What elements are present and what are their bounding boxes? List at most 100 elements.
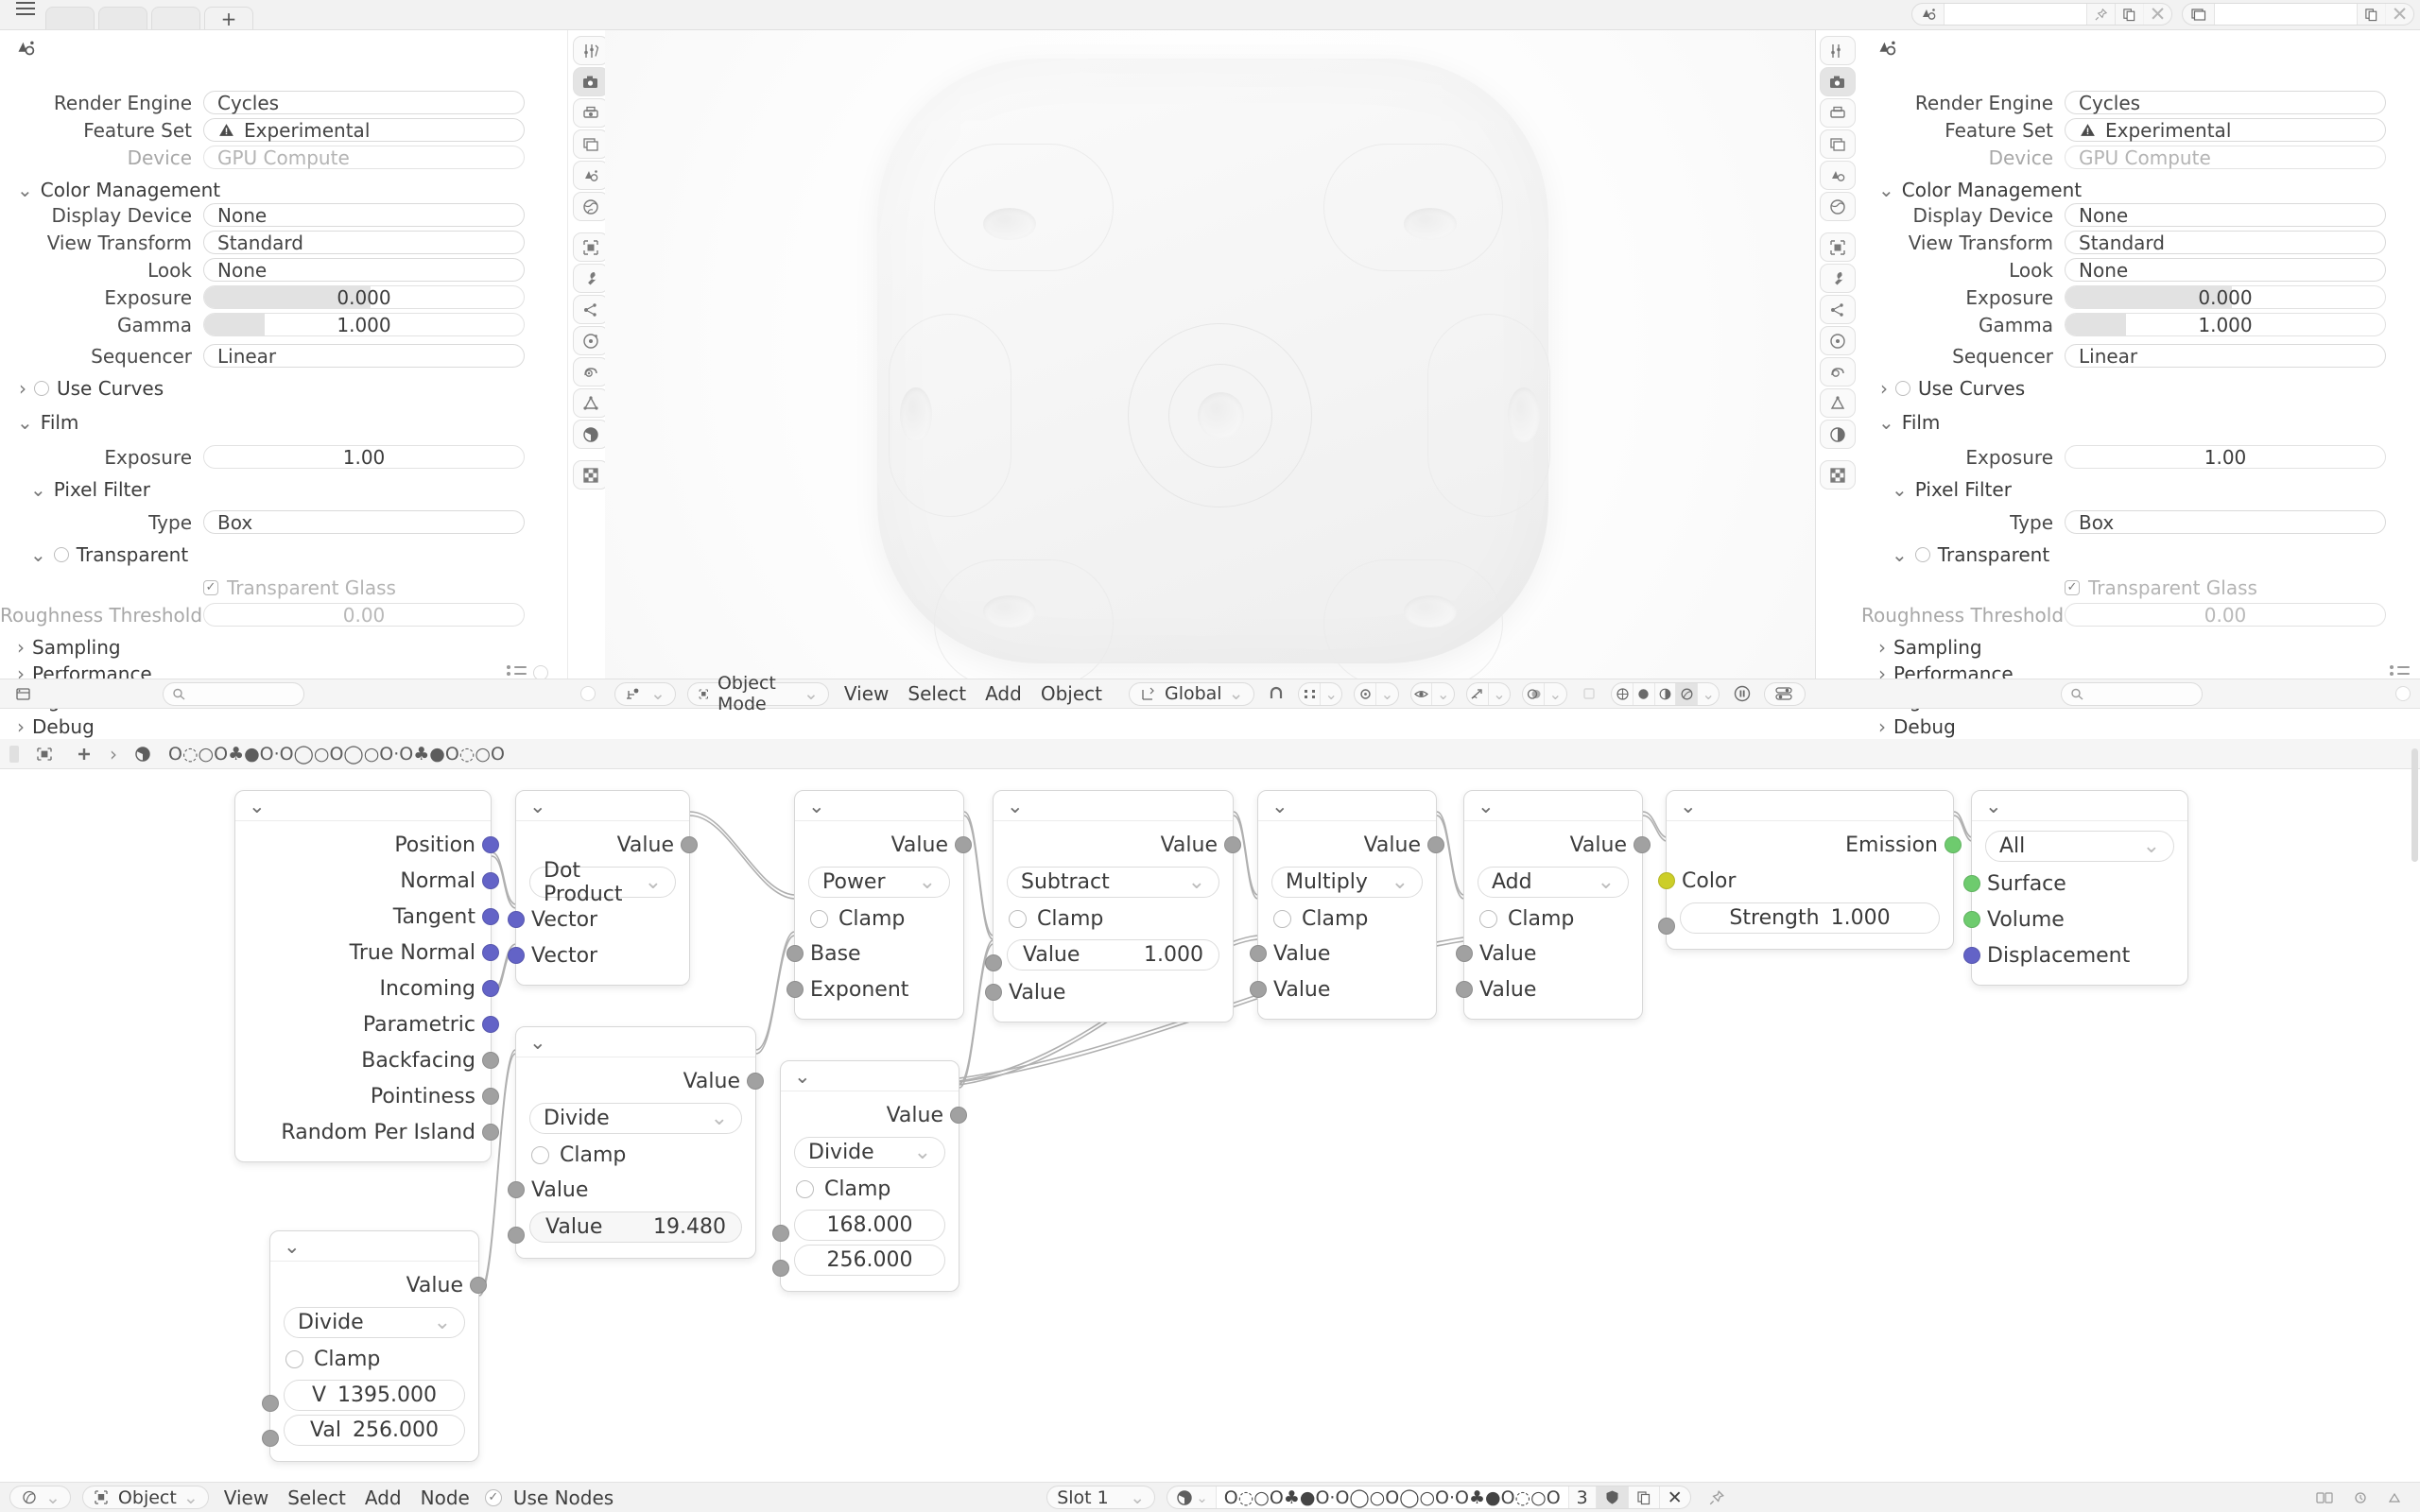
use-curves-checkbox-r[interactable] <box>1895 381 1910 396</box>
nav-view-layer-r[interactable] <box>1820 129 1856 159</box>
clamp-checkbox[interactable] <box>796 1179 814 1198</box>
clamp-row[interactable]: Clamp <box>270 1342 478 1376</box>
sequencer-dropdown[interactable]: Linear <box>203 344 525 368</box>
socket-output-value[interactable]: Value <box>781 1097 967 1133</box>
nav-particles-r[interactable] <box>1820 295 1856 324</box>
socket-dot[interactable] <box>1963 911 1980 928</box>
socket-input-vector-1[interactable]: Vector <box>508 902 689 937</box>
duplicate-icon[interactable] <box>2115 4 2143 25</box>
shading-wireframe-icon[interactable] <box>1612 682 1634 705</box>
socket-dot[interactable] <box>470 1277 487 1294</box>
device-dropdown-r[interactable]: GPU Compute <box>2065 146 2386 169</box>
properties-editor-type-icon[interactable] <box>9 682 38 706</box>
socket-dot[interactable] <box>1945 836 1962 853</box>
math-power-node[interactable]: ⌄ Value Power ⌄ Clamp Base <box>786 790 972 1020</box>
nav-material-r[interactable] <box>1820 420 1856 449</box>
socket-dot[interactable] <box>262 1395 279 1412</box>
chevron-down-icon[interactable]: ⌄ <box>1007 794 1024 817</box>
row-use-curves[interactable]: › Use Curves <box>0 375 567 402</box>
fake-user-icon[interactable] <box>1596 1486 1629 1508</box>
chevron-down-icon[interactable]: ⌄ <box>249 794 266 817</box>
chevron-down-icon[interactable]: ⌄ <box>284 1234 301 1258</box>
slot-selector[interactable]: Slot 1 ⌄ <box>1046 1486 1156 1509</box>
overlays-group[interactable]: ⌄ <box>1522 681 1567 706</box>
viewport-menu-add[interactable]: Add <box>985 682 1022 705</box>
clamp-row[interactable]: Clamp <box>516 1138 755 1172</box>
viewport-menu-view[interactable]: View <box>843 682 890 705</box>
section-sampling-r[interactable]: › Sampling <box>1861 634 2420 661</box>
object-icon[interactable] <box>30 742 59 765</box>
socket-normal[interactable]: Normal <box>235 863 499 899</box>
emission-header[interactable]: ⌄ <box>1667 791 1953 821</box>
shading-material-preview-icon[interactable] <box>1655 682 1677 705</box>
shading-dropdown-icon[interactable]: ⌄ <box>1702 684 1715 703</box>
socket-incoming[interactable]: Incoming <box>235 971 499 1006</box>
roughness-threshold-slider[interactable]: 0.00 <box>203 603 525 627</box>
math-divide-node-c[interactable]: ⌄ Value Divide ⌄ Clamp V <box>262 1230 487 1462</box>
socket-output-value[interactable]: Value <box>1464 827 1651 863</box>
view-transform-dropdown-r[interactable]: Standard <box>2065 231 2386 254</box>
clamp-row[interactable]: Clamp <box>781 1172 959 1206</box>
clear-viewlayer-icon[interactable]: ✕ <box>2385 4 2413 25</box>
nav-world[interactable] <box>572 192 609 221</box>
visibility-icon[interactable] <box>1411 682 1433 705</box>
socket-input-base[interactable]: Base <box>786 936 963 971</box>
status-icon-3[interactable] <box>2382 1486 2411 1509</box>
device-dropdown[interactable]: GPU Compute <box>203 146 525 169</box>
node-menu-view[interactable]: View <box>223 1486 269 1509</box>
value-field[interactable]: Value 19.480 <box>529 1211 742 1243</box>
nav-modifiers[interactable] <box>572 264 609 293</box>
socket-input-vector-2[interactable]: Vector <box>508 937 689 973</box>
socket-dot[interactable] <box>681 836 698 853</box>
scene-icon[interactable] <box>1912 4 1945 25</box>
value-field-2[interactable]: 256.000 <box>794 1245 945 1276</box>
transform-orientation-selector[interactable]: Global ⌄ <box>1128 681 1254 706</box>
chevron-down-icon[interactable]: ⌄ <box>1271 794 1288 817</box>
socket-input-value-2[interactable]: Value <box>985 974 1233 1010</box>
socket-dot[interactable] <box>985 984 1002 1001</box>
socket-dot[interactable] <box>747 1073 764 1090</box>
socket-dot[interactable] <box>1250 945 1267 962</box>
math-divide-b-header[interactable]: ⌄ <box>781 1061 959 1091</box>
socket-output-emission[interactable]: Emission <box>1667 827 1962 863</box>
socket-dot[interactable] <box>1224 836 1241 853</box>
view-layer-name-input[interactable] <box>2215 4 2357 25</box>
nav-tool[interactable] <box>572 36 609 65</box>
display-device-dropdown[interactable]: None <box>203 203 525 227</box>
pause-icon[interactable] <box>1731 682 1753 706</box>
nav-material[interactable] <box>572 420 609 449</box>
duplicate-viewlayer-icon[interactable] <box>2357 4 2385 25</box>
math-subtract-node[interactable]: ⌄ Value Subtract ⌄ Clamp Value <box>985 790 1241 1022</box>
nav-texture[interactable] <box>572 460 609 490</box>
clamp-row[interactable]: Clamp <box>1464 902 1642 936</box>
strength-field[interactable]: Strength 1.000 <box>1680 902 1940 934</box>
chevron-down-icon[interactable]: ⌄ <box>1680 794 1697 817</box>
socket-random-per-island[interactable]: Random Per Island <box>235 1114 499 1150</box>
socket-pointiness[interactable]: Pointiness <box>235 1078 499 1114</box>
section-sampling[interactable]: › Sampling <box>0 634 567 661</box>
material-output-header[interactable]: ⌄ <box>1972 791 2187 821</box>
socket-dot[interactable] <box>1250 981 1267 998</box>
use-curves-checkbox[interactable] <box>34 381 49 396</box>
snap-group[interactable]: ⌄ <box>1298 681 1343 706</box>
status-icon-2[interactable] <box>2346 1486 2375 1509</box>
material-output-node[interactable]: ⌄ All ⌄ Surface Volume Displacement <box>1963 790 2188 986</box>
math-divide-node-a[interactable]: ⌄ Value Divide ⌄ Clamp Value <box>508 1026 764 1259</box>
gizmo-dropdown-icon[interactable]: ⌄ <box>1493 684 1506 703</box>
roughness-threshold-slider-r[interactable]: 0.00 <box>2065 603 2386 627</box>
editor-type-selector[interactable]: ⌄ <box>614 681 676 706</box>
material-name-input[interactable]: O◌○O♣●O·O◯○O◯○O·O♣●O◌○O <box>1216 1486 1569 1508</box>
section-pixel-filter-r[interactable]: ⌄ Pixel Filter <box>1861 476 2420 503</box>
nav-render-r[interactable] <box>1820 67 1856 96</box>
pin-icon[interactable] <box>2086 4 2115 25</box>
socket-dot[interactable] <box>482 980 499 997</box>
socket-dot[interactable] <box>772 1260 789 1277</box>
material-id-block[interactable]: ⌄ O◌○O♣●O·O◯○O◯○O·O♣●O◌○O 3 ✕ <box>1167 1486 1691 1509</box>
operation-dropdown[interactable]: Add ⌄ <box>1478 867 1629 898</box>
socket-dot[interactable] <box>482 908 499 925</box>
section-debug-r[interactable]: › Debug <box>1861 713 2420 740</box>
gizmo-group[interactable]: ⌄ <box>1465 681 1512 706</box>
geometry-node-header[interactable]: ⌄ <box>235 791 491 821</box>
clear-scene-icon[interactable]: ✕ <box>2143 4 2171 25</box>
node-editor-type-selector[interactable]: ⌄ <box>9 1486 71 1509</box>
